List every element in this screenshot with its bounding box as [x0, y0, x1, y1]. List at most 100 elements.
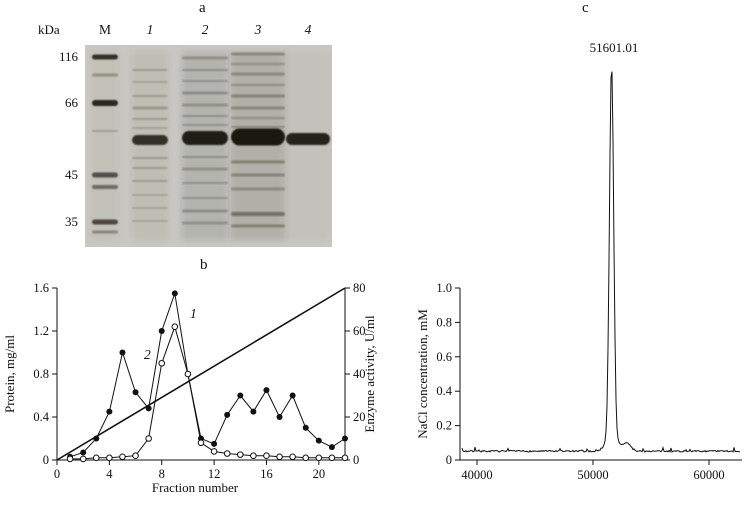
series-1-point: [250, 408, 257, 415]
b-x-tick-label: 0: [54, 467, 60, 481]
lane-2-band: [182, 197, 228, 199]
series-1-point: [171, 290, 178, 297]
series-1-point: [315, 437, 322, 444]
nacl-tick-label: 0.4: [436, 384, 452, 398]
b-x-tick-label: 4: [106, 467, 113, 481]
series-2-point: [158, 359, 166, 367]
lane-label-m: M: [99, 22, 111, 37]
b-x-tick-label: 16: [260, 467, 273, 481]
lane-3-band: [231, 63, 285, 65]
lane-1-band: [132, 207, 168, 209]
series-2-point: [341, 454, 349, 462]
peak-mass-label: 51601.01: [590, 40, 639, 55]
series-2-point: [92, 454, 100, 462]
series-2-point: [315, 454, 323, 462]
lane-1-band: [132, 81, 168, 83]
lane-3-band: [231, 94, 285, 98]
series-1-point: [289, 392, 296, 399]
series-1-point: [263, 387, 270, 394]
b-right-tick-label: 0: [353, 453, 359, 467]
lane-2-band: [182, 182, 228, 184]
lane-M-band: [92, 100, 118, 106]
series-2-point: [236, 451, 244, 458]
panel-a-label: a: [199, 0, 206, 16]
lane-2-band: [182, 167, 228, 171]
panel-c-label: c: [582, 0, 589, 16]
lane-3-band: [231, 126, 285, 128]
lane-1-band: [132, 135, 168, 145]
lane-label-4: 4: [305, 22, 312, 37]
marker-45: 45: [65, 167, 78, 182]
series-1-point: [211, 440, 218, 447]
lane-3-band: [231, 173, 285, 177]
sds-page-gel: kDa M 1 2 3 4 116 66 45 35: [38, 22, 332, 247]
series-2-point: [66, 455, 74, 463]
lane-2-band: [182, 221, 228, 225]
marker-35: 35: [65, 214, 78, 229]
lane-1-band: [132, 118, 168, 120]
mz-tick-label: 40000: [461, 468, 492, 482]
kda-unit-label: kDa: [38, 22, 60, 37]
lane-M-band: [92, 130, 118, 132]
lane-2-smear: [182, 52, 228, 240]
lane-1-band: [132, 69, 168, 71]
series-line-nacl-gradient: [56, 287, 346, 461]
b-left-tick-label: 0: [43, 453, 49, 467]
lane-2-band: [182, 56, 228, 60]
b-left-tick-label: 1.6: [33, 281, 49, 295]
lane-3-band: [231, 106, 285, 110]
b-right-tick-label: 20: [353, 410, 366, 424]
lane-3-band: [231, 128, 285, 146]
series-1-point: [302, 424, 309, 431]
series-2-point: [132, 452, 139, 459]
series-2-point: [145, 435, 152, 442]
series-1-point: [106, 408, 113, 415]
mz-tick-label: 60000: [693, 468, 724, 482]
series-line-2: [70, 325, 345, 460]
b-right-tick-label: 60: [353, 324, 366, 338]
series-1-point: [276, 414, 283, 420]
lane-2-band: [182, 131, 228, 145]
lane-3-band: [231, 187, 285, 191]
lane-3-band: [231, 84, 285, 86]
series-2-point: [197, 439, 205, 447]
lane-1-band: [132, 106, 168, 110]
nacl-tick-label: 0.6: [436, 350, 452, 364]
lane-2-band: [182, 124, 228, 126]
nacl-tick-label: 0: [446, 453, 452, 467]
lane-3-smear: [231, 52, 285, 240]
series-2-point: [276, 453, 283, 461]
lane-M-band: [92, 54, 118, 60]
marker-66: 66: [65, 95, 79, 110]
lane-1-band: [132, 167, 168, 169]
gel-lanes: [92, 52, 330, 240]
b-x-tick-label: 8: [159, 467, 165, 481]
panel-b-label: b: [200, 257, 208, 273]
lane-M-band: [92, 172, 118, 178]
series-1-point: [158, 328, 165, 334]
lane-3-band: [231, 72, 285, 76]
lane-label-3: 3: [254, 22, 262, 37]
series-1-label: 1: [190, 306, 197, 321]
nacl-tick-label: 0.8: [436, 315, 452, 329]
lane-3-band: [231, 117, 285, 119]
lane-1-band: [132, 95, 168, 97]
lane-M-band: [92, 73, 118, 77]
nacl-axis-label: NaCl concentration, mM: [415, 309, 430, 439]
series-1-point: [328, 444, 335, 451]
lane-2-band: [182, 91, 228, 95]
lane-3-band: [231, 224, 285, 228]
lane-label-1: 1: [147, 22, 154, 37]
series-2-point: [184, 370, 192, 378]
chromatogram-series: [56, 287, 349, 463]
lane-M-band: [92, 185, 118, 189]
lane-3-band: [231, 52, 285, 56]
series-2-point: [250, 452, 257, 459]
b-x-tick-label: 20: [313, 467, 326, 481]
mass-spectrum-axes: 0 0.2 0.4 0.6 0.8 1.0 40000 50000 60000: [436, 281, 742, 482]
lane-2-band: [182, 80, 228, 82]
series-1-point: [224, 411, 231, 418]
activity-axis-label: Enzyme activity, U/ml: [362, 315, 377, 433]
fraction-axis-label: Fraction number: [152, 480, 239, 495]
